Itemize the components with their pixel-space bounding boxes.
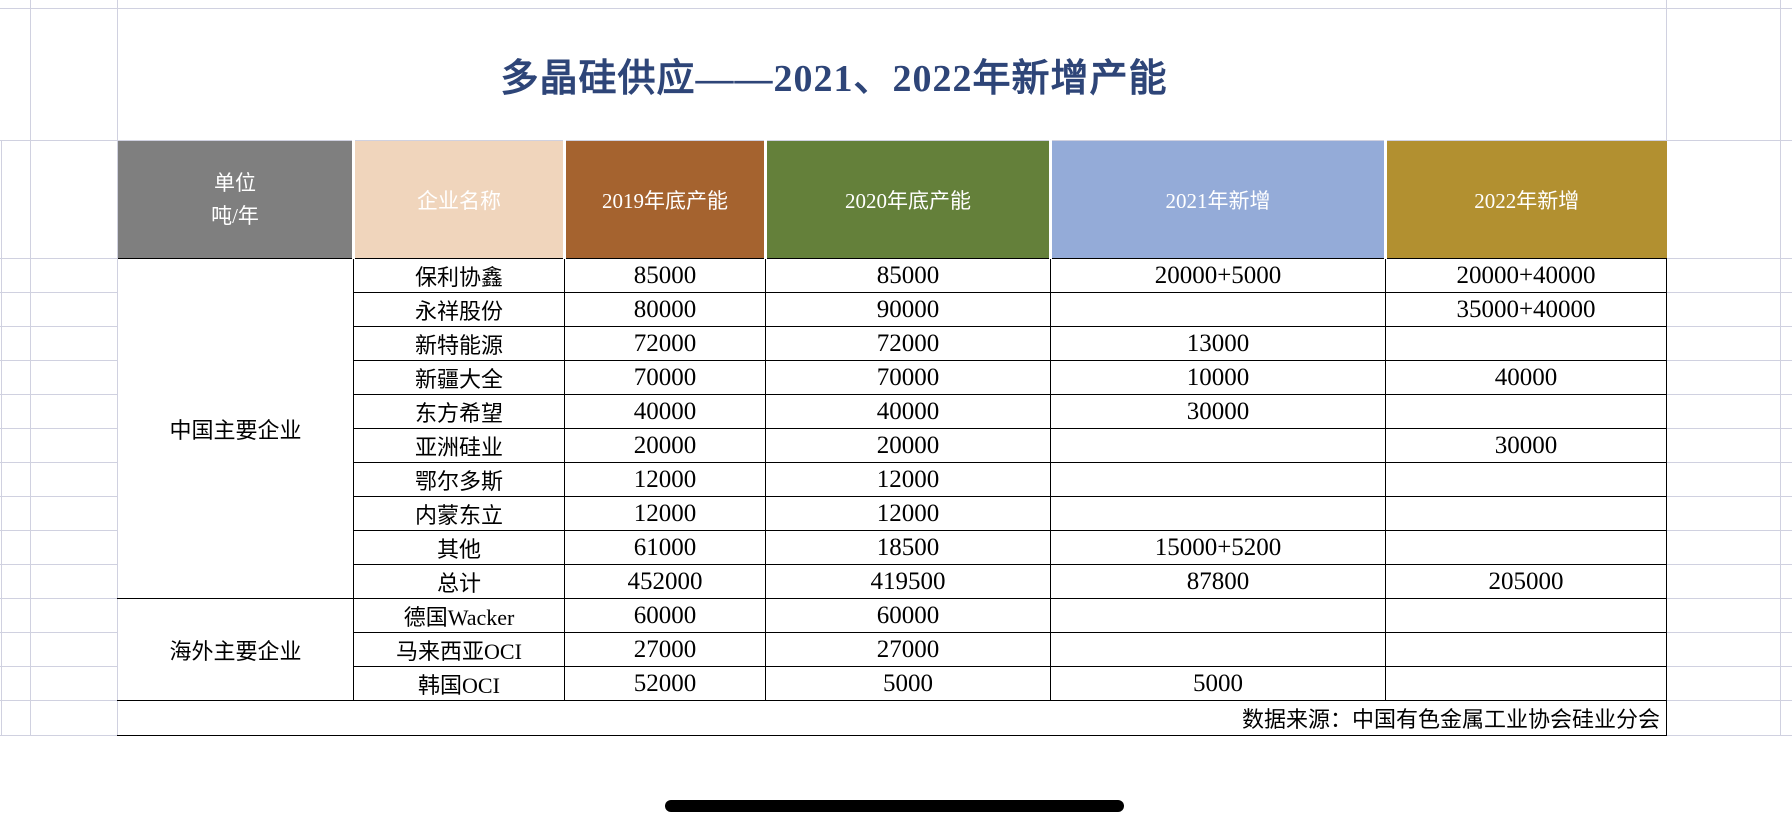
- value-cell[interactable]: 85000: [564, 258, 766, 293]
- table-row: 亚洲硅业 20000 20000 30000: [118, 428, 1667, 463]
- title-row: 多晶硅供应——2021、2022年新增产能: [117, 8, 1667, 141]
- table-row: 总计 452000 419500 87800 205000: [118, 564, 1667, 599]
- value-cell[interactable]: [1385, 394, 1667, 429]
- value-cell[interactable]: 60000: [564, 598, 766, 633]
- unit-label-line1: 单位: [214, 170, 256, 195]
- value-cell[interactable]: 13000: [1050, 326, 1386, 361]
- group-label-cell[interactable]: 海外主要企业: [117, 598, 354, 701]
- value-cell[interactable]: [1385, 496, 1667, 531]
- value-cell[interactable]: 12000: [564, 462, 766, 497]
- group-label-cell[interactable]: 中国主要企业: [117, 258, 354, 599]
- capacity-table: 多晶硅供应——2021、2022年新增产能 单位 吨/年 企业名称 2019年底产…: [117, 8, 1667, 736]
- table-row: 永祥股份 80000 90000 35000+40000: [118, 292, 1667, 327]
- value-cell[interactable]: 5000: [765, 666, 1051, 701]
- table-row: 东方希望 40000 40000 30000: [118, 394, 1667, 429]
- company-cell[interactable]: 内蒙东立: [353, 496, 565, 531]
- value-cell[interactable]: 70000: [765, 360, 1051, 395]
- value-cell[interactable]: 27000: [564, 632, 766, 667]
- column-header-1[interactable]: 企业名称: [352, 140, 565, 259]
- value-cell[interactable]: 80000: [564, 292, 766, 327]
- value-cell[interactable]: 40000: [765, 394, 1051, 429]
- company-cell[interactable]: 亚洲硅业: [353, 428, 565, 463]
- value-cell[interactable]: 30000: [1050, 394, 1386, 429]
- value-cell[interactable]: [1050, 632, 1386, 667]
- unit-label-line2: 吨/年: [211, 203, 259, 228]
- value-cell[interactable]: 419500: [765, 564, 1051, 599]
- table-row: 韩国OCI 52000 5000 5000: [118, 666, 1667, 701]
- company-cell[interactable]: 新特能源: [353, 326, 565, 361]
- table-row: 马来西亚OCI 27000 27000: [118, 632, 1667, 667]
- unit-header-cell[interactable]: 单位 吨/年: [117, 140, 354, 259]
- value-cell[interactable]: [1385, 326, 1667, 361]
- value-cell[interactable]: 10000: [1050, 360, 1386, 395]
- value-cell[interactable]: [1050, 428, 1386, 463]
- value-cell[interactable]: 70000: [564, 360, 766, 395]
- source-note-cell[interactable]: 数据来源：中国有色金属工业协会硅业分会: [117, 700, 1667, 736]
- value-cell[interactable]: 205000: [1385, 564, 1667, 599]
- value-cell[interactable]: 20000: [765, 428, 1051, 463]
- value-cell[interactable]: 12000: [765, 496, 1051, 531]
- value-cell[interactable]: 18500: [765, 530, 1051, 565]
- table-row: 鄂尔多斯 12000 12000: [118, 462, 1667, 497]
- value-cell[interactable]: 72000: [564, 326, 766, 361]
- company-cell[interactable]: 韩国OCI: [353, 666, 565, 701]
- value-cell[interactable]: 90000: [765, 292, 1051, 327]
- home-indicator[interactable]: [665, 800, 1124, 812]
- value-cell[interactable]: 20000+5000: [1050, 258, 1386, 293]
- company-cell[interactable]: 德国Wacker: [353, 598, 565, 633]
- value-cell[interactable]: 52000: [564, 666, 766, 701]
- source-note: 数据来源：中国有色金属工业协会硅业分会: [1241, 707, 1660, 732]
- value-cell[interactable]: 40000: [564, 394, 766, 429]
- header-row: 单位 吨/年 企业名称 2019年底产能 2020年底产能 2021年新增 2022年新…: [117, 140, 1667, 259]
- value-cell[interactable]: 60000: [765, 598, 1051, 633]
- table-row: 其他 61000 18500 15000+5200: [118, 530, 1667, 565]
- company-cell[interactable]: 马来西亚OCI: [353, 632, 565, 667]
- value-cell[interactable]: 35000+40000: [1385, 292, 1667, 327]
- value-cell[interactable]: 20000: [564, 428, 766, 463]
- table-row: 中国主要企业 保利协鑫 85000 85000 20000+5000 20000+4000…: [117, 258, 1667, 599]
- value-cell[interactable]: 87800: [1050, 564, 1386, 599]
- company-cell[interactable]: 总计: [353, 564, 565, 599]
- value-cell[interactable]: [1385, 598, 1667, 633]
- value-cell[interactable]: [1385, 632, 1667, 667]
- value-cell[interactable]: 452000: [564, 564, 766, 599]
- value-cell[interactable]: 20000+40000: [1385, 258, 1667, 293]
- value-cell[interactable]: [1385, 530, 1667, 565]
- column-header-4[interactable]: 2021年新增: [1049, 140, 1386, 259]
- value-cell[interactable]: 12000: [564, 496, 766, 531]
- company-cell[interactable]: 新疆大全: [353, 360, 565, 395]
- value-cell[interactable]: [1385, 666, 1667, 701]
- company-cell[interactable]: 东方希望: [353, 394, 565, 429]
- value-cell[interactable]: [1050, 462, 1386, 497]
- value-cell[interactable]: 30000: [1385, 428, 1667, 463]
- value-cell[interactable]: [1050, 496, 1386, 531]
- value-cell[interactable]: [1050, 292, 1386, 327]
- company-cell[interactable]: 永祥股份: [353, 292, 565, 327]
- value-cell[interactable]: [1050, 598, 1386, 633]
- column-header-5[interactable]: 2022年新增: [1384, 140, 1667, 259]
- value-cell[interactable]: 12000: [765, 462, 1051, 497]
- company-cell[interactable]: 其他: [353, 530, 565, 565]
- company-cell[interactable]: 鄂尔多斯: [353, 462, 565, 497]
- column-header-3[interactable]: 2020年底产能: [764, 140, 1051, 259]
- table-row: 内蒙东立 12000 12000: [118, 496, 1667, 531]
- table-row: 新疆大全 70000 70000 10000 40000: [118, 360, 1667, 395]
- value-cell[interactable]: 40000: [1385, 360, 1667, 395]
- table-row: 新特能源 72000 72000 13000: [118, 326, 1667, 361]
- value-cell[interactable]: 27000: [765, 632, 1051, 667]
- value-cell[interactable]: 61000: [564, 530, 766, 565]
- value-cell[interactable]: 72000: [765, 326, 1051, 361]
- table-title: 多晶硅供应——2021、2022年新增产能: [500, 58, 1168, 100]
- table-row: 海外主要企业 德国Wacker 60000 60000: [117, 598, 1667, 701]
- value-cell[interactable]: 15000+5200: [1050, 530, 1386, 565]
- value-cell[interactable]: [1385, 462, 1667, 497]
- column-header-2[interactable]: 2019年底产能: [563, 140, 766, 259]
- value-cell[interactable]: 5000: [1050, 666, 1386, 701]
- source-row: 数据来源：中国有色金属工业协会硅业分会: [117, 700, 1667, 736]
- value-cell[interactable]: 85000: [765, 258, 1051, 293]
- company-cell[interactable]: 保利协鑫: [353, 258, 565, 293]
- table-title-cell[interactable]: 多晶硅供应——2021、2022年新增产能: [117, 8, 1667, 141]
